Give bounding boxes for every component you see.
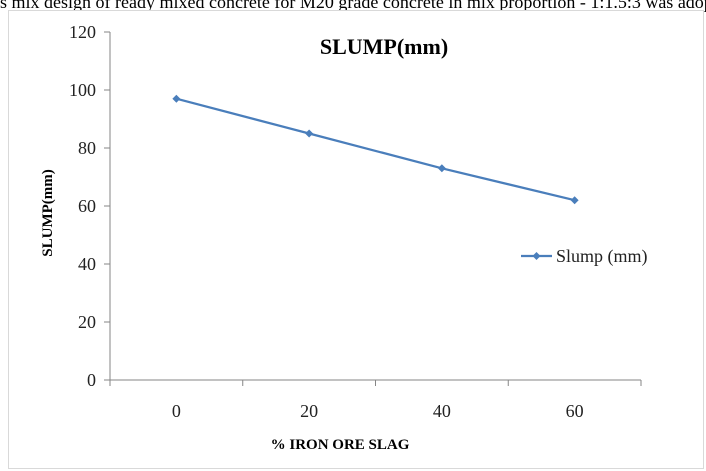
data-point (437, 164, 446, 173)
chart-title: SLUMP(mm) (320, 34, 448, 59)
x-tick-label: 40 (433, 401, 451, 421)
x-tick-label: 0 (172, 401, 181, 421)
legend: Slump (mm) (521, 246, 648, 267)
chart-frame (8, 10, 704, 469)
y-tick-label: 20 (78, 312, 96, 332)
y-tick-label: 100 (69, 80, 96, 100)
y-tick-label: 60 (78, 196, 96, 216)
axes (104, 31, 642, 386)
series-line (176, 97, 575, 202)
legend-marker (532, 252, 541, 260)
x-tick-label: 20 (300, 401, 318, 421)
data-point (305, 129, 314, 138)
x-axis-label: % IRON ORE SLAG (271, 437, 410, 453)
page-caption-fragment: s mix design of ready mixed concrete for… (0, 0, 706, 12)
data-point (172, 94, 181, 103)
y-tick-label: 120 (69, 22, 96, 42)
tick-labels: 0 20 40 60 80 100 120 0 20 40 60 (69, 22, 584, 421)
y-tick-label: 40 (78, 254, 96, 274)
y-tick-label: 80 (78, 138, 96, 158)
data-point (570, 196, 579, 205)
x-tick-label: 60 (566, 401, 584, 421)
legend-label: Slump (mm) (556, 246, 648, 267)
y-axis-label: SLUMP(mm) (40, 169, 56, 256)
series-layer (172, 94, 579, 205)
y-tick-label: 0 (87, 370, 96, 390)
